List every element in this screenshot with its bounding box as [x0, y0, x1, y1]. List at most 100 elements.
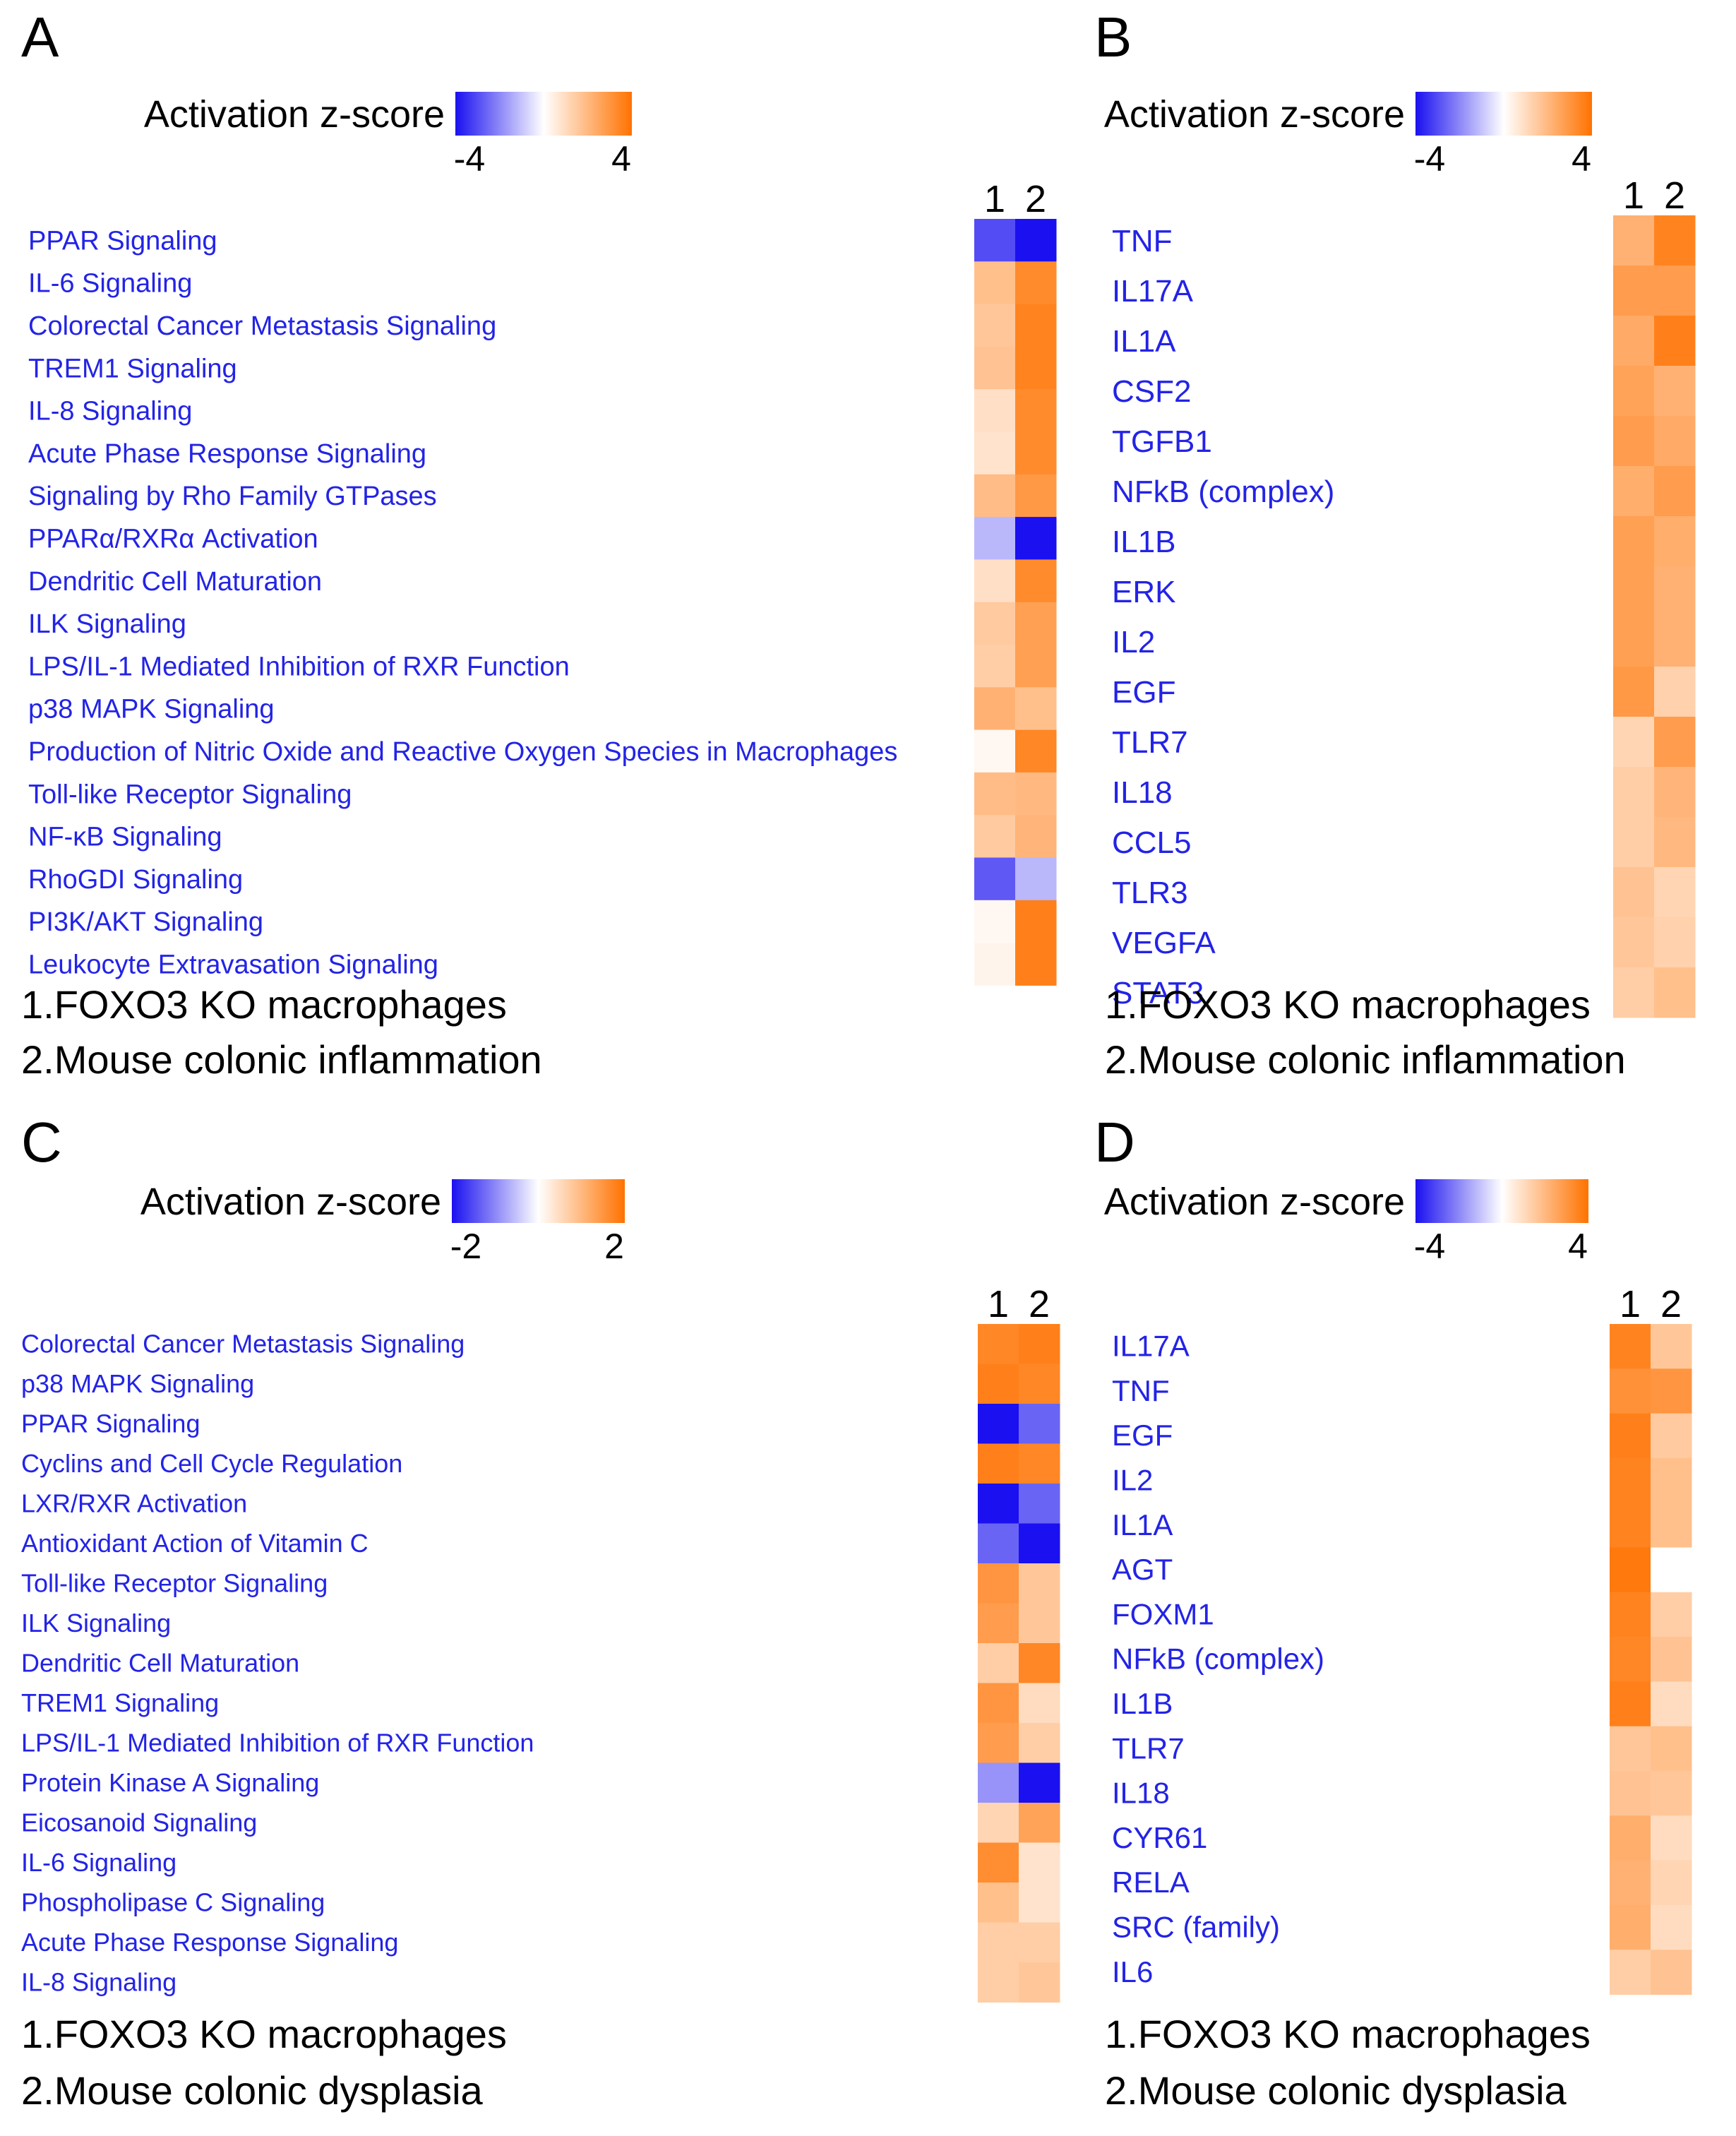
heatmap-cell	[1651, 1681, 1692, 1727]
heatmap-cell	[1651, 1324, 1692, 1369]
row-label: EGF	[1112, 1419, 1173, 1452]
heatmap-cell	[1610, 1860, 1651, 1906]
column-label: 2	[1029, 1283, 1050, 1325]
row-label: IL1A	[1112, 1508, 1173, 1541]
heatmap-cell	[1610, 1413, 1651, 1459]
row-label: IL17A	[1112, 274, 1194, 309]
heatmap-cell	[1019, 1723, 1060, 1763]
column-label: 1	[988, 1283, 1009, 1325]
heatmap-cell	[978, 1404, 1019, 1444]
row-label: Colorectal Cancer Metastasis Signaling	[21, 1330, 465, 1359]
column-label: 1	[984, 178, 1005, 220]
heatmap-cell	[1610, 1637, 1651, 1682]
heatmap-cell	[1654, 616, 1696, 667]
heatmap-cell	[1651, 1860, 1692, 1906]
heatmap-cell	[1613, 967, 1655, 1018]
heatmap-cell	[1015, 900, 1057, 943]
heatmap-cell	[978, 1443, 1019, 1484]
heatmap-cell	[974, 687, 1016, 731]
heatmap-cell	[1019, 1803, 1060, 1843]
row-label: IL1B	[1112, 525, 1176, 559]
legend-max-label: 4	[611, 139, 631, 179]
legend-max-label: 4	[1568, 1227, 1588, 1266]
row-label: EGF	[1112, 675, 1175, 710]
heatmap-cell	[1610, 1368, 1651, 1414]
row-label: TGFB1	[1112, 424, 1212, 459]
row-label: IL-8 Signaling	[28, 397, 192, 426]
legend-title: Activation z-score	[1104, 1181, 1405, 1223]
heatmap-cell	[1019, 1404, 1060, 1444]
heatmap-cell	[974, 815, 1016, 858]
heatmap-cell	[1015, 687, 1057, 731]
column-label: 2	[1660, 1283, 1682, 1325]
row-label: Dendritic Cell Maturation	[21, 1649, 299, 1678]
legend-colorbar	[452, 1179, 625, 1223]
caption-line: 1.FOXO3 KO macrophages	[21, 982, 507, 1027]
heatmap-cell	[1651, 1413, 1692, 1459]
row-label: Dendritic Cell Maturation	[28, 567, 322, 597]
heatmap-cell	[974, 943, 1016, 986]
heatmap-cell	[1654, 967, 1696, 1018]
heatmap-cell	[1019, 1842, 1060, 1883]
row-label: Signaling by Rho Family GTPases	[28, 482, 437, 511]
heatmap-cell	[1651, 1904, 1692, 1950]
legend-min-label: -4	[1414, 1227, 1445, 1266]
row-label: AGT	[1112, 1553, 1173, 1586]
column-label: 1	[1623, 174, 1644, 217]
heatmap-cell	[974, 729, 1016, 773]
caption-line: 2.Mouse colonic dysplasia	[21, 2068, 484, 2113]
heatmap-cell	[1015, 389, 1057, 432]
row-label: Cyclins and Cell Cycle Regulation	[21, 1449, 402, 1478]
heatmap-cell	[1610, 1503, 1651, 1548]
row-label: NFkB (complex)	[1112, 1642, 1324, 1676]
heatmap-cell	[1613, 817, 1655, 868]
row-label: p38 MAPK Signaling	[21, 1369, 254, 1398]
row-label: IL-8 Signaling	[21, 1968, 176, 1997]
heatmap-cell	[1654, 416, 1696, 467]
heatmap-cell	[978, 1683, 1019, 1724]
row-label: Leukocyte Extravasation Signaling	[28, 950, 438, 980]
legend-colorbar	[1415, 1179, 1588, 1223]
heatmap-cell	[1019, 1643, 1060, 1683]
caption-line: 1.FOXO3 KO macrophages	[1105, 2012, 1591, 2056]
row-label: Toll-like Receptor Signaling	[28, 780, 352, 809]
heatmap-cell	[1019, 1484, 1060, 1524]
legend-colorbar	[1415, 92, 1592, 136]
heatmap-cell	[1654, 717, 1696, 768]
heatmap-cell	[1613, 616, 1655, 667]
caption-line: 2.Mouse colonic dysplasia	[1105, 2068, 1567, 2113]
row-label: IL18	[1112, 775, 1173, 810]
heatmap-cell	[1015, 474, 1057, 518]
heatmap-cell	[1613, 667, 1655, 717]
heatmap-cell	[1019, 1922, 1060, 1963]
heatmap-cell	[1651, 1592, 1692, 1637]
heatmap-cell	[1019, 1603, 1060, 1644]
row-label: TLR7	[1112, 725, 1188, 760]
heatmap-cell	[1613, 917, 1655, 968]
legend-min-label: -4	[454, 139, 485, 179]
panel-label: C	[21, 1111, 62, 1174]
heatmap-cell	[974, 602, 1016, 645]
heatmap-cell	[1015, 431, 1057, 475]
heatmap-cell	[974, 517, 1016, 560]
heatmap-cell	[974, 474, 1016, 518]
heatmap-cell	[974, 304, 1016, 347]
row-label: NF-κB Signaling	[28, 823, 222, 852]
heatmap-cell	[1610, 1771, 1651, 1816]
heatmap-cell	[1610, 1324, 1651, 1369]
row-label: IL17A	[1112, 1330, 1190, 1363]
heatmap-cell	[1613, 215, 1655, 266]
row-label: Phospholipase C Signaling	[21, 1888, 325, 1917]
row-label: Colorectal Cancer Metastasis Signaling	[28, 311, 496, 341]
row-label: PPAR Signaling	[28, 226, 217, 256]
row-label: PI3K/AKT Signaling	[28, 907, 263, 937]
heatmap-cell	[1613, 767, 1655, 818]
panel-label: D	[1094, 1111, 1135, 1174]
row-label: CYR61	[1112, 1821, 1207, 1854]
heatmap-cell	[974, 857, 1016, 901]
heatmap-cell	[1651, 1771, 1692, 1816]
heatmap-cell	[1019, 1962, 1060, 2003]
heatmap-cell	[1651, 1368, 1692, 1414]
heatmap-cell	[1654, 516, 1696, 567]
heatmap-cell	[1015, 645, 1057, 688]
